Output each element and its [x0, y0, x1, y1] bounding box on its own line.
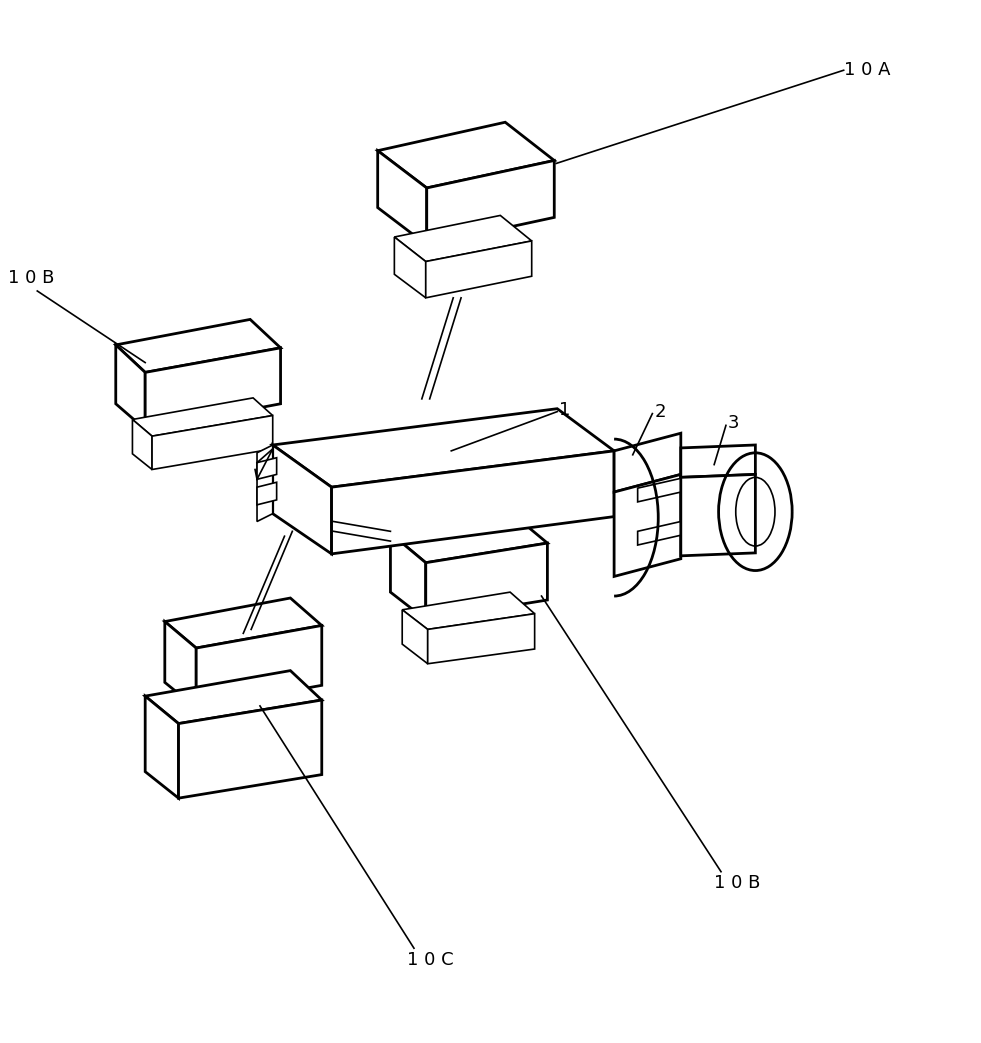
- Polygon shape: [165, 622, 196, 708]
- Polygon shape: [394, 216, 532, 262]
- Polygon shape: [152, 415, 273, 469]
- Polygon shape: [145, 696, 179, 798]
- Text: 2: 2: [654, 403, 666, 420]
- Polygon shape: [681, 475, 755, 556]
- Polygon shape: [402, 592, 535, 629]
- Polygon shape: [426, 543, 547, 620]
- Polygon shape: [257, 482, 277, 505]
- Polygon shape: [273, 409, 614, 487]
- Polygon shape: [273, 445, 332, 554]
- Polygon shape: [638, 479, 681, 502]
- Text: 1 0 A: 1 0 A: [844, 62, 890, 79]
- Polygon shape: [332, 451, 614, 554]
- Polygon shape: [402, 610, 428, 663]
- Polygon shape: [145, 348, 281, 430]
- Text: 1 0 B: 1 0 B: [8, 269, 54, 287]
- Polygon shape: [179, 700, 322, 798]
- Polygon shape: [394, 237, 426, 298]
- Polygon shape: [390, 533, 426, 620]
- Polygon shape: [378, 150, 427, 245]
- Text: 1 0 B: 1 0 B: [714, 873, 760, 892]
- Polygon shape: [614, 475, 681, 577]
- Polygon shape: [132, 419, 152, 469]
- Polygon shape: [196, 626, 322, 708]
- Polygon shape: [681, 445, 755, 478]
- Polygon shape: [116, 319, 281, 372]
- Polygon shape: [638, 522, 681, 545]
- Polygon shape: [428, 613, 535, 663]
- Polygon shape: [116, 345, 145, 430]
- Polygon shape: [426, 241, 532, 298]
- Polygon shape: [427, 161, 554, 245]
- Polygon shape: [132, 397, 273, 436]
- Polygon shape: [614, 433, 681, 492]
- Text: 3: 3: [728, 414, 740, 433]
- Polygon shape: [257, 458, 277, 480]
- Text: 1 0 C: 1 0 C: [407, 951, 454, 969]
- Polygon shape: [257, 445, 273, 522]
- Polygon shape: [378, 122, 554, 188]
- Polygon shape: [165, 598, 322, 648]
- Polygon shape: [390, 513, 547, 563]
- Polygon shape: [145, 671, 322, 724]
- Text: 1: 1: [559, 401, 571, 418]
